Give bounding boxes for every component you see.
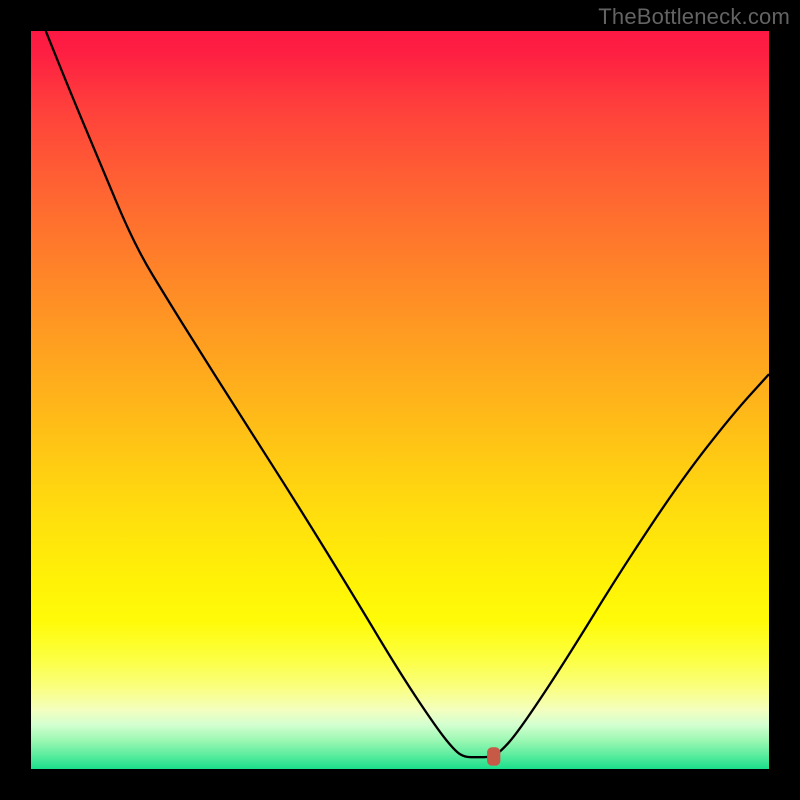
chart-svg [31,31,769,769]
gradient-background [31,31,769,769]
watermark-text: TheBottleneck.com [598,4,790,30]
chart-frame: TheBottleneck.com [0,0,800,800]
plot-area [31,31,769,769]
optimum-marker [487,747,500,765]
